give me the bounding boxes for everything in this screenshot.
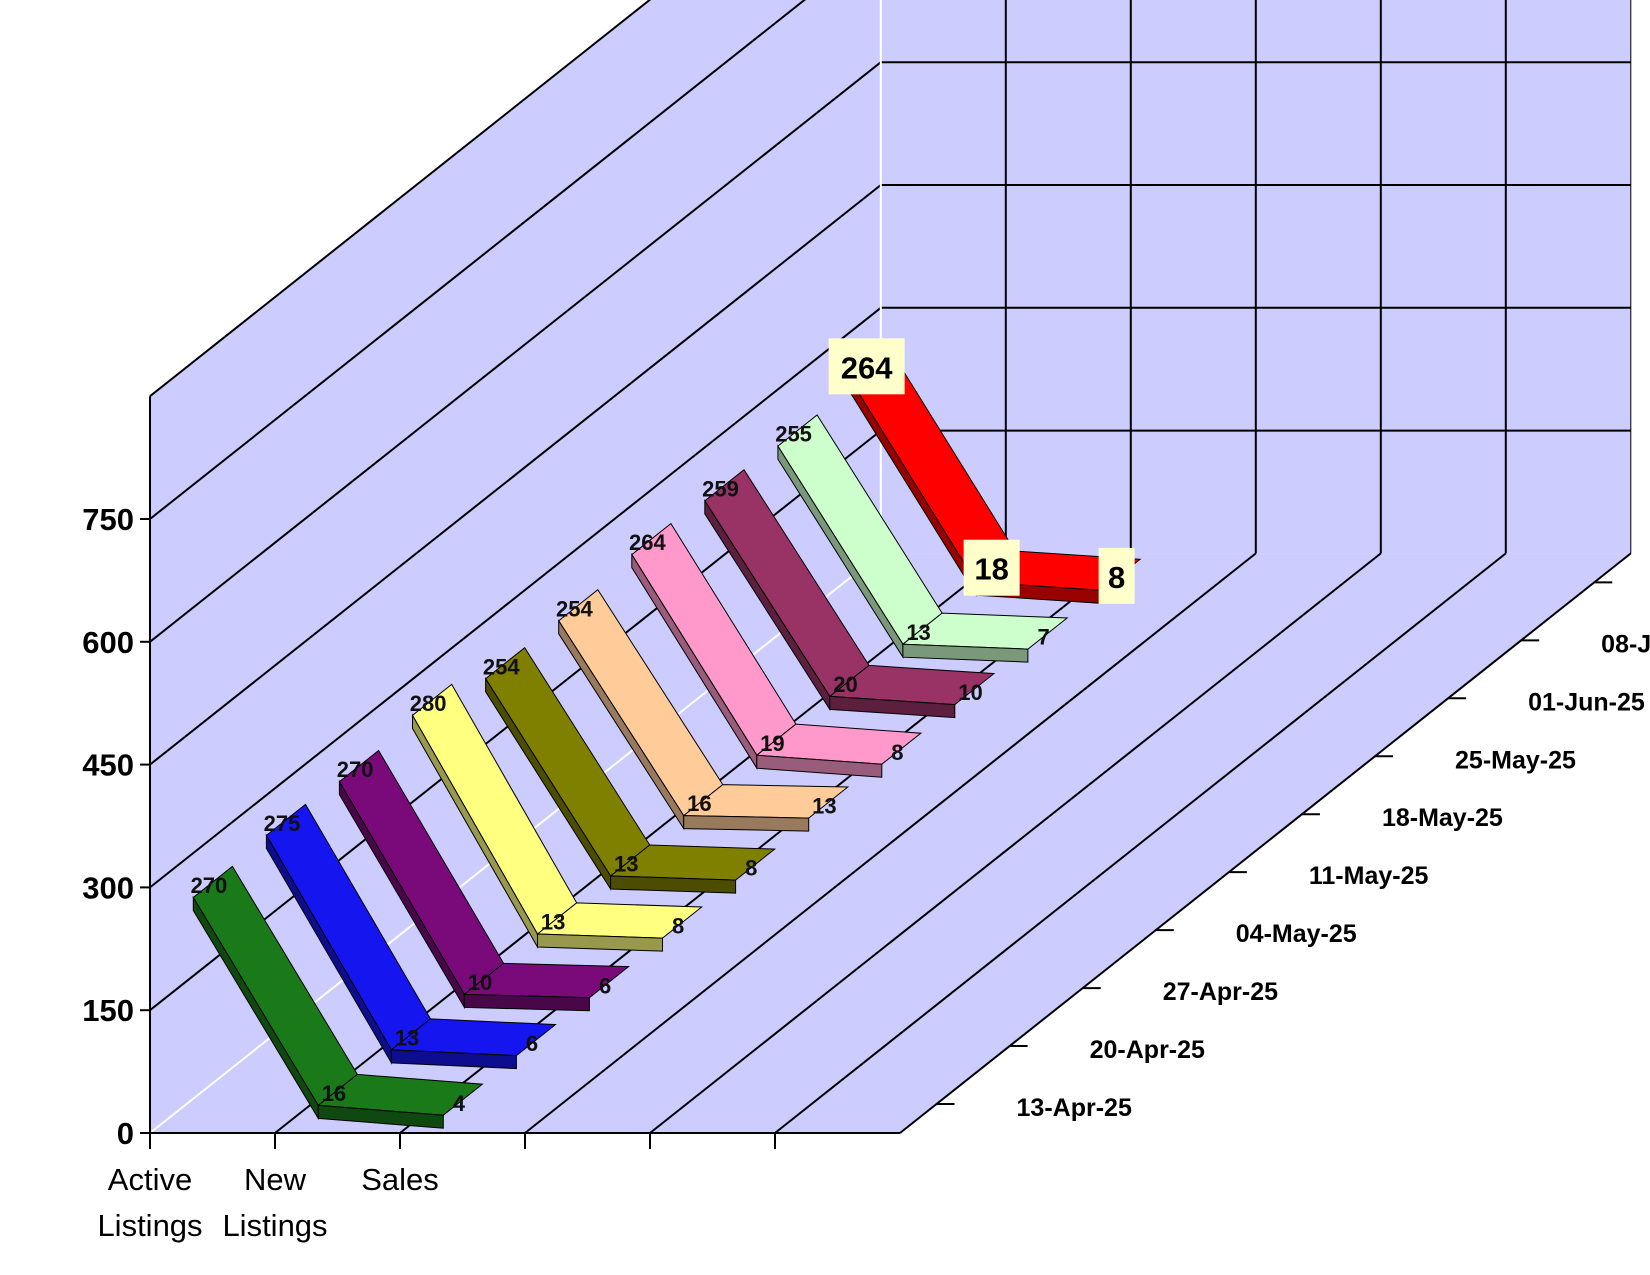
data-label-4-0: 254: [483, 654, 520, 679]
gridline-floor-4: [649, 552, 1382, 1134]
ribbon-side-8-1: [902, 643, 1029, 663]
data-label-1-0: 275: [264, 811, 301, 836]
gridline-floor-3: [524, 552, 1257, 1134]
xtick-label-line: New: [244, 1162, 307, 1197]
ztick-label-5: 18-May-25: [1382, 804, 1503, 832]
data-label-6-1: 19: [760, 731, 784, 756]
ztick-label-6: 25-May-25: [1455, 746, 1576, 774]
data-label-8-0: 255: [775, 422, 812, 447]
data-label-4-1: 13: [614, 852, 638, 877]
series-ribbon-3: [411, 683, 704, 952]
series-ribbon-0: [192, 865, 484, 1129]
xtick-label-1: New Listings: [222, 1162, 327, 1243]
ribbon-side-2-1: [463, 993, 590, 1012]
gridline-left-300: [149, 307, 882, 889]
series-ribbon-8: [777, 414, 1069, 663]
ribbon-side-7-1: [829, 695, 956, 719]
data-label-9-2: 8: [1108, 560, 1125, 595]
ytick-label-450: 450: [82, 748, 134, 783]
data-label-5-0: 254: [556, 596, 593, 621]
xtick-label-line: Listings: [97, 1208, 202, 1243]
ribbon-side-1-1: [390, 1049, 517, 1070]
data-label-1-2: 6: [526, 1031, 538, 1056]
ytick-label-0: 0: [117, 1116, 134, 1151]
data-label-2-0: 270: [337, 757, 374, 782]
data-label-2-1: 10: [468, 970, 492, 995]
ribbon-side-5-1: [683, 815, 810, 832]
ribbon-side-4-1: [610, 875, 737, 894]
ztick-label-3: 04-May-25: [1236, 920, 1357, 948]
data-label-8-2: 7: [1037, 625, 1049, 650]
series-ribbon-5: [558, 588, 850, 832]
ztick-label-7: 01-Jun-25: [1528, 688, 1645, 716]
data-label-9-1: 18: [974, 552, 1008, 587]
data-label-8-1: 13: [906, 620, 930, 645]
data-label-0-1: 16: [322, 1081, 346, 1106]
gridline-left-900: [149, 0, 652, 397]
xtick-label-line: Active: [108, 1162, 192, 1197]
data-label-5-2: 13: [812, 794, 836, 819]
gridline-floor-5: [774, 552, 1507, 1134]
series-ribbon-4: [484, 646, 777, 894]
ztick-label-1: 20-Apr-25: [1090, 1036, 1205, 1064]
data-label-9-0: 264: [841, 350, 893, 385]
highlight-box-1: [963, 539, 1020, 596]
xtick-label-0: Active Listings: [97, 1162, 202, 1243]
data-label-0-2: 4: [453, 1091, 466, 1116]
xtick-label-line: Listings: [222, 1208, 327, 1243]
ribbon-side-0-1: [317, 1104, 444, 1129]
ribbon-side-6-1: [756, 754, 883, 778]
data-label-2-2: 6: [599, 973, 611, 998]
highlight-box-2: [1098, 547, 1135, 604]
data-label-6-0: 264: [629, 530, 666, 555]
data-label-6-2: 8: [891, 740, 903, 765]
data-label-7-2: 10: [958, 680, 982, 705]
data-label-4-2: 8: [745, 856, 757, 881]
series-ribbon-6: [631, 522, 923, 778]
gridline-left-600: [149, 61, 882, 643]
series-ribbon-1: [265, 803, 557, 1070]
ytick-label-600: 600: [82, 625, 134, 660]
xtick-label-2: Sales: [361, 1162, 439, 1197]
left-wall: [150, 0, 881, 1133]
series-ribbon-7: [704, 468, 996, 719]
z-axis-line: [899, 552, 1632, 1134]
ytick-label-300: 300: [82, 870, 134, 905]
ztick-label-8: 08-Jun-25: [1601, 630, 1650, 658]
data-label-7-0: 259: [702, 476, 739, 501]
highlight-box-0: [828, 338, 905, 395]
gridline-left-750: [149, 0, 807, 520]
ribbon-side-3-1: [537, 933, 663, 952]
data-label-3-1: 13: [541, 910, 565, 935]
data-label-0-0: 270: [191, 873, 228, 898]
data-label-3-0: 280: [410, 691, 447, 716]
ytick-label-750: 750: [82, 502, 134, 537]
gridline-left-450: [149, 184, 882, 766]
data-label-1-1: 13: [395, 1025, 419, 1050]
ytick-label-150: 150: [82, 993, 134, 1028]
series-ribbon-2: [338, 749, 630, 1012]
data-label-5-1: 16: [687, 791, 711, 816]
data-label-3-2: 8: [672, 914, 684, 939]
xtick-label-line: Sales: [361, 1162, 439, 1197]
data-label-7-1: 20: [833, 672, 857, 697]
ztick-label-2: 27-Apr-25: [1163, 978, 1278, 1006]
ztick-label-0: 13-Apr-25: [1017, 1094, 1132, 1122]
ztick-label-4: 11-May-25: [1309, 862, 1429, 890]
